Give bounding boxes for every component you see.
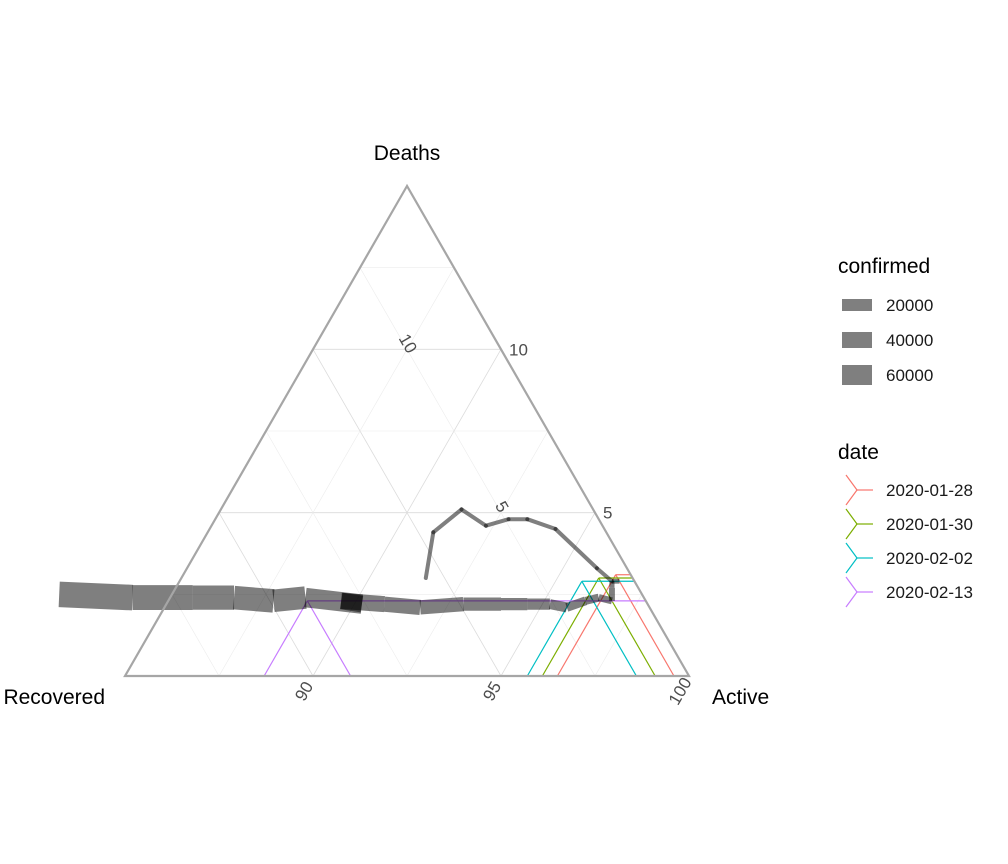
gridline-active [312,349,502,677]
legend-label-date-2020-02-13: 2020-02-13 [886,583,973,602]
date-line-2020-01-30 [598,577,656,677]
date-line-2020-02-13 [263,600,308,677]
path-segment [597,594,613,605]
legend-key-date-2020-01-28 [845,474,873,506]
early-path-segment [431,507,464,535]
early-path-segment [525,517,558,531]
path-segment [383,596,421,615]
path-segment [419,596,464,615]
legend-confirmed: confirmed 20000 40000 60000 [838,255,933,385]
early-path-segment [459,507,488,528]
date-line-2020-01-30 [541,577,600,677]
path-segment [565,596,588,612]
legend-label-date-2020-02-02: 2020-02-02 [886,549,973,568]
legend-key-date-2020-02-02 [845,542,873,574]
legend-label-date-2020-01-30: 2020-01-30 [886,515,973,534]
path-segment [584,593,600,605]
early-path-segment [594,566,614,584]
axis-title-deaths: Deaths [374,142,441,165]
legend-label-date-2020-01-28: 2020-01-28 [886,481,973,500]
legend-key-date-2020-02-13 [845,576,873,608]
tick-label-95: 95 [479,678,505,704]
legend-label-confirmed-20000: 20000 [886,296,933,315]
path-segment [58,581,134,611]
trajectory-path [58,507,620,615]
early-path-segment [483,517,511,528]
gridline-active [500,512,596,677]
tick-label-right-5: 5 [603,504,612,523]
legend-label-confirmed-60000: 60000 [886,366,933,385]
tick-label-100: 100 [665,674,696,708]
date-line-2020-01-28 [615,574,675,677]
tick-label-90: 90 [291,678,317,704]
date-line-2020-02-13 [306,600,352,677]
legend-date: date 2020-01-28 2020-01-30 2020-02-02 2020-… [838,441,973,608]
legend-title-confirmed: confirmed [838,255,930,278]
path-segment [272,586,307,613]
date-line-2020-02-02 [526,580,583,677]
legend-key-confirmed-20000 [842,299,872,311]
legend-label-confirmed-40000: 40000 [886,331,933,350]
early-path-segment [423,530,436,580]
path-segment [233,585,275,613]
gridline-recovered [265,430,408,677]
path-segment [304,587,364,614]
legend-key-confirmed-60000 [842,365,872,385]
triangle-frame [123,183,691,678]
early-path-segment [553,527,599,571]
legend-key-confirmed-40000 [842,332,872,348]
legend-title-date: date [838,441,879,464]
gridline-recovered [359,267,596,677]
tick-label-right-10: 10 [509,340,528,359]
axis-title-active: Active [712,686,769,709]
gridline-active [594,594,643,677]
axis-title-recovered: Recovered [3,686,105,709]
path-segment [548,599,568,613]
gridline-active [406,430,549,677]
legend-key-date-2020-01-30 [845,508,873,540]
